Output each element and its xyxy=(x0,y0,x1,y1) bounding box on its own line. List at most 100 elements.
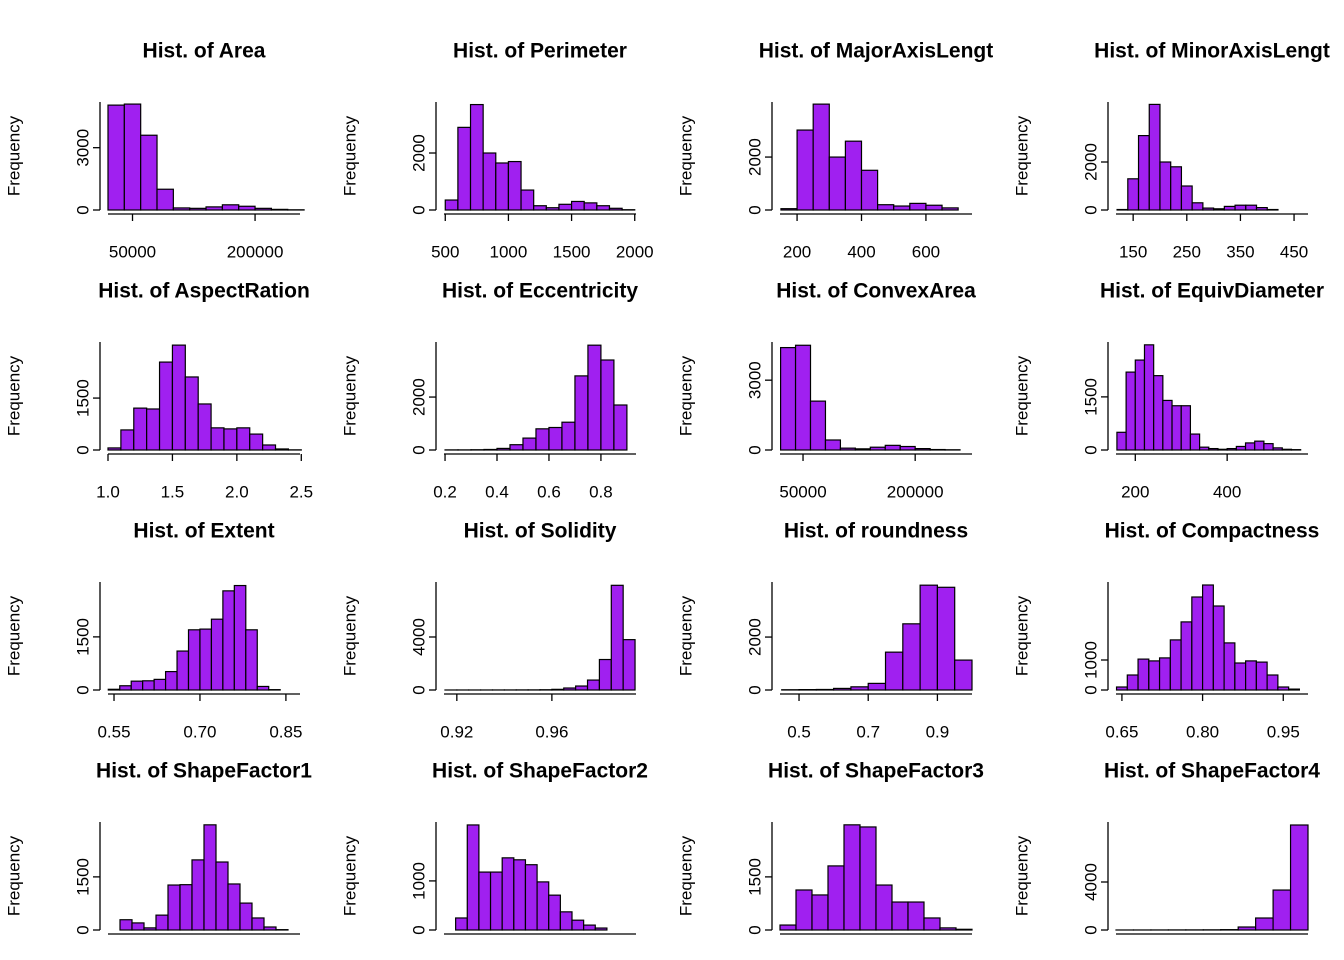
bar xyxy=(1254,440,1265,451)
bar xyxy=(833,687,852,691)
bar xyxy=(941,207,959,211)
bar xyxy=(164,670,178,691)
y-axis-label: Frequency xyxy=(4,835,23,916)
bar xyxy=(828,156,846,211)
chart-title: Hist. of MajorAxisLengt xyxy=(759,40,994,63)
x-tick-label: 0.85 xyxy=(269,722,302,741)
y-tick-label: 1000 xyxy=(1081,641,1100,679)
bar xyxy=(227,883,241,931)
bar xyxy=(254,207,273,211)
bar xyxy=(1202,207,1215,211)
bar xyxy=(551,688,565,691)
bar xyxy=(583,924,596,931)
bar xyxy=(263,926,277,931)
bar xyxy=(571,919,585,931)
bar xyxy=(780,208,798,211)
y-tick-label: 1500 xyxy=(745,858,764,896)
chart-title: Hist. of MinorAxisLengt xyxy=(1094,40,1330,63)
x-tick-label: 1.5 xyxy=(161,482,185,501)
bar xyxy=(262,444,277,451)
chart-title: Hist. of ShapeFactor3 xyxy=(768,760,984,783)
y-axis-label: Frequency xyxy=(1012,355,1031,436)
bar xyxy=(123,103,142,211)
y-axis-label: Frequency xyxy=(1012,595,1031,676)
bar xyxy=(1234,204,1247,211)
bar xyxy=(524,864,538,931)
bar xyxy=(1245,660,1257,691)
y-axis-label: Frequency xyxy=(340,595,359,676)
bar xyxy=(914,448,931,451)
y-tick-label: 3000 xyxy=(73,129,92,167)
bar xyxy=(613,404,628,451)
y-tick-label: 0 xyxy=(745,445,764,454)
bar xyxy=(891,901,909,931)
bar xyxy=(1116,431,1127,451)
bar xyxy=(184,376,199,451)
bar xyxy=(1169,639,1182,691)
y-tick-label: 0 xyxy=(409,205,428,214)
bar xyxy=(570,200,585,211)
bar xyxy=(923,917,941,931)
bar xyxy=(156,188,174,211)
bar xyxy=(1289,824,1309,931)
x-tick-label: 0.6 xyxy=(537,482,561,501)
bar xyxy=(1237,926,1257,931)
bar xyxy=(1143,344,1155,451)
x-tick-label: 0.8 xyxy=(589,482,613,501)
bar xyxy=(955,928,973,931)
bar xyxy=(587,344,602,451)
x-tick-label: 0.55 xyxy=(97,722,130,741)
bar xyxy=(107,688,121,691)
bar xyxy=(215,861,229,931)
bar xyxy=(158,361,174,451)
bar xyxy=(796,129,814,211)
bar xyxy=(548,894,561,931)
bar xyxy=(1223,205,1236,211)
bar xyxy=(622,639,636,691)
y-axis-label: Frequency xyxy=(1012,115,1031,196)
y-tick-label: 0 xyxy=(1081,685,1100,694)
bar xyxy=(509,444,524,451)
bar xyxy=(867,682,887,691)
bar xyxy=(812,103,830,211)
bar xyxy=(153,678,167,691)
x-tick-label: 0.95 xyxy=(1267,722,1300,741)
bar xyxy=(1272,447,1283,451)
bar xyxy=(233,584,247,691)
bar xyxy=(902,623,921,691)
x-tick-label: 2000 xyxy=(616,242,654,261)
bar xyxy=(844,140,863,211)
x-tick-label: 0.2 xyxy=(433,482,457,501)
x-tick-label: 200 xyxy=(783,242,811,261)
x-tick-label: 1500 xyxy=(553,242,591,261)
y-tick-label: 2000 xyxy=(409,134,428,172)
bar xyxy=(199,628,213,691)
bar xyxy=(1235,445,1247,451)
y-tick-label: 0 xyxy=(1081,205,1100,214)
bar xyxy=(274,448,290,451)
bar xyxy=(854,448,871,451)
y-tick-label: 0 xyxy=(73,685,92,694)
x-tick-label: 250 xyxy=(1173,242,1201,261)
bar xyxy=(176,650,190,691)
bar xyxy=(119,919,133,931)
bar xyxy=(189,207,207,211)
y-axis-label: Frequency xyxy=(676,115,695,196)
bar xyxy=(469,103,484,211)
y-tick-label: 2000 xyxy=(745,138,764,176)
y-axis-label: Frequency xyxy=(1012,835,1031,916)
chart-title: Hist. of Eccentricity xyxy=(442,280,638,303)
bar xyxy=(596,205,611,211)
bar xyxy=(457,126,472,211)
bar xyxy=(608,207,623,211)
bar xyxy=(919,584,939,691)
bar xyxy=(1245,204,1258,211)
bar xyxy=(483,448,498,451)
bar xyxy=(513,859,527,931)
bar xyxy=(1288,688,1300,691)
chart-title: Hist. of EquivDiameter xyxy=(1100,280,1324,303)
bar xyxy=(827,865,845,931)
x-tick-label: 0.70 xyxy=(183,722,216,741)
bar xyxy=(809,400,827,451)
bar xyxy=(256,685,270,691)
